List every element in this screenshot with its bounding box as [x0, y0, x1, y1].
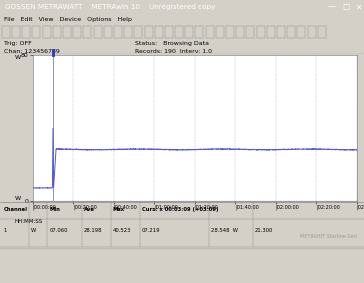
Bar [145, 25, 153, 38]
Text: 1: 1 [4, 228, 7, 233]
Text: 40.523: 40.523 [113, 228, 131, 233]
Bar [155, 25, 163, 38]
Text: Curs: x 00:03:09 (+03:09): Curs: x 00:03:09 (+03:09) [142, 207, 218, 212]
Bar [2, 25, 10, 38]
Bar [63, 25, 71, 38]
Text: File   Edit   View   Device   Options   Help: File Edit View Device Options Help [4, 16, 131, 22]
Bar [104, 25, 112, 38]
Text: Records: 190  Interv: 1.0: Records: 190 Interv: 1.0 [135, 49, 212, 54]
Text: HH:MM:SS: HH:MM:SS [15, 219, 43, 224]
Text: Max: Max [113, 207, 125, 212]
Bar [114, 25, 122, 38]
Bar [43, 25, 51, 38]
Bar [53, 25, 61, 38]
Bar [318, 25, 326, 38]
Bar [12, 25, 20, 38]
Bar [257, 25, 265, 38]
Bar [308, 25, 316, 38]
Text: Chan: 123456789: Chan: 123456789 [4, 49, 60, 54]
Bar [94, 25, 102, 38]
Bar [287, 25, 295, 38]
Text: □: □ [342, 3, 349, 12]
Bar [277, 25, 285, 38]
Text: 21.300: 21.300 [255, 228, 273, 233]
Bar [22, 25, 30, 38]
Bar [165, 25, 173, 38]
Bar [226, 25, 234, 38]
Bar [124, 25, 132, 38]
Text: 28.198: 28.198 [84, 228, 102, 233]
Text: Ave: Ave [84, 207, 95, 212]
Bar [246, 25, 254, 38]
Text: —: — [328, 3, 335, 12]
Bar [195, 25, 203, 38]
Bar [297, 25, 305, 38]
Bar [32, 25, 40, 38]
Bar [175, 25, 183, 38]
Text: W: W [15, 55, 21, 60]
Bar [185, 25, 193, 38]
Text: Min: Min [49, 207, 60, 212]
Text: Trig: OFF: Trig: OFF [4, 41, 31, 46]
Text: METRAHIT Starline-Seri: METRAHIT Starline-Seri [300, 234, 357, 239]
Text: 07.060: 07.060 [49, 228, 68, 233]
Bar [83, 25, 91, 38]
Text: GOSSEN METRAWATT    METRAwin 10    Unregistered copy: GOSSEN METRAWATT METRAwin 10 Unregistere… [5, 4, 216, 10]
Bar [267, 25, 275, 38]
Text: W: W [15, 196, 21, 201]
Bar [206, 25, 214, 38]
Bar [236, 25, 244, 38]
Text: Status:   Browsing Data: Status: Browsing Data [135, 41, 209, 46]
Text: ✕: ✕ [355, 3, 362, 12]
Bar [134, 25, 142, 38]
Text: W: W [31, 228, 36, 233]
Bar [216, 25, 224, 38]
Text: 28.548  W: 28.548 W [211, 228, 238, 233]
Text: 07.219: 07.219 [142, 228, 161, 233]
Bar [73, 25, 81, 38]
Text: Channel: Channel [4, 207, 28, 212]
